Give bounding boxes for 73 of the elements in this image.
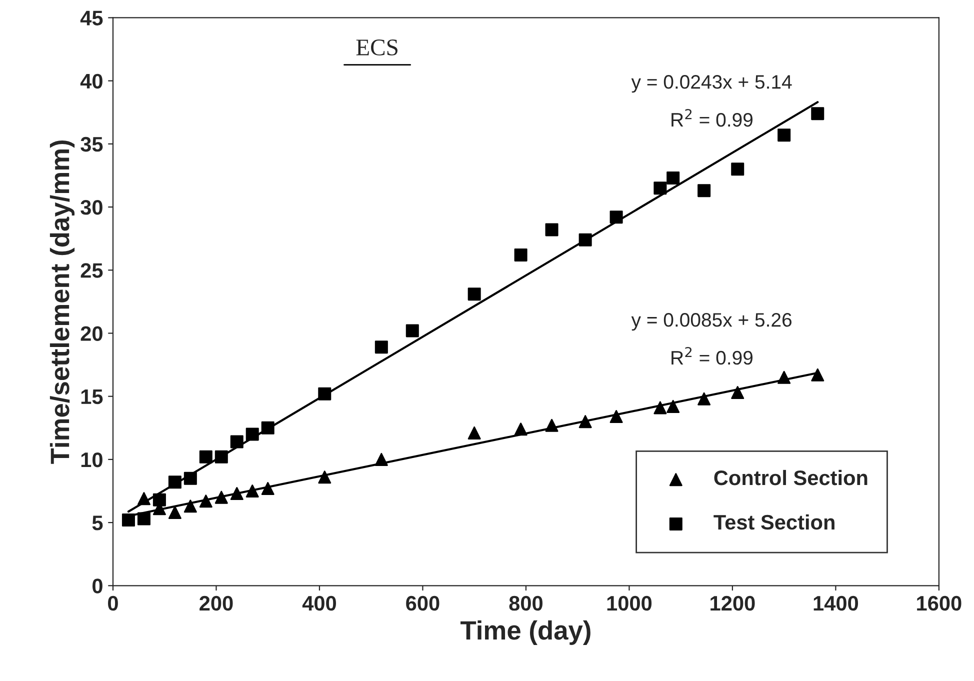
point — [731, 386, 744, 400]
point — [468, 288, 481, 301]
point — [374, 340, 388, 354]
x-tick-label: 200 — [200, 596, 233, 611]
y-tick-label: 20 — [80, 326, 102, 341]
point — [261, 421, 274, 434]
x-tick-label: 400 — [302, 596, 336, 611]
point — [666, 171, 680, 184]
point — [152, 493, 166, 506]
point — [654, 401, 667, 414]
x-tick-label: 0 — [108, 596, 118, 611]
point — [184, 500, 197, 513]
point — [318, 470, 332, 484]
point — [778, 370, 791, 384]
point — [261, 482, 274, 495]
point — [514, 248, 528, 262]
x-tick-label: 1400 — [814, 596, 858, 611]
point — [610, 410, 623, 424]
y-tick-label: 30 — [80, 200, 102, 215]
y-tick-label: 10 — [81, 452, 102, 468]
annotation: y = 0.0085x + 5.26 — [631, 313, 792, 331]
point — [778, 128, 791, 142]
point — [137, 512, 150, 526]
y-tick-label: 45 — [80, 10, 103, 26]
point — [610, 210, 623, 224]
y-tick-label: 25 — [80, 263, 103, 278]
point — [578, 415, 592, 428]
point — [214, 490, 228, 504]
y-tick-label: 15 — [81, 390, 103, 404]
point — [545, 223, 558, 236]
point — [230, 435, 244, 448]
point — [318, 387, 332, 400]
point — [654, 182, 667, 195]
legend-label: Control Section — [714, 470, 868, 486]
point — [731, 162, 744, 176]
point — [214, 450, 228, 464]
point — [578, 233, 592, 246]
point — [137, 492, 150, 506]
point — [230, 487, 244, 500]
x-tick-label: 600 — [406, 596, 440, 611]
point — [168, 506, 182, 519]
x-tick-label: 800 — [509, 596, 542, 611]
y-tick-label: 35 — [80, 136, 103, 152]
y-tick-label: 5 — [92, 516, 103, 530]
point — [199, 494, 212, 508]
y-tick-label: 0 — [92, 578, 102, 594]
x-tick-label: 1600 — [917, 596, 962, 611]
point — [698, 184, 711, 198]
point — [168, 476, 182, 489]
point — [698, 392, 711, 406]
annotation: R$^{2}$ = 0.99 — [672, 346, 752, 365]
point — [122, 514, 135, 527]
point — [199, 450, 212, 464]
x-tick-label: 1200 — [710, 596, 755, 611]
x-tick-label: 1000 — [607, 596, 652, 611]
annotation: ECS — [356, 40, 398, 56]
point — [246, 428, 259, 441]
legend-label: Test Section — [714, 514, 834, 530]
point — [246, 484, 259, 498]
point — [514, 422, 528, 436]
point — [374, 452, 388, 466]
point — [406, 324, 419, 338]
y-axis-title: Time/settlement (day/mm) — [50, 140, 75, 464]
point — [811, 107, 824, 120]
point — [184, 472, 197, 485]
point — [811, 368, 824, 382]
y-tick-label: 40 — [80, 74, 102, 89]
point — [545, 418, 558, 432]
annotation: R$^{2}$ = 0.99 — [672, 108, 752, 127]
point — [666, 400, 680, 413]
x-axis-title: Time (day) — [460, 620, 590, 645]
point — [468, 426, 481, 440]
annotation: y = 0.0243x + 5.14 — [631, 75, 792, 93]
